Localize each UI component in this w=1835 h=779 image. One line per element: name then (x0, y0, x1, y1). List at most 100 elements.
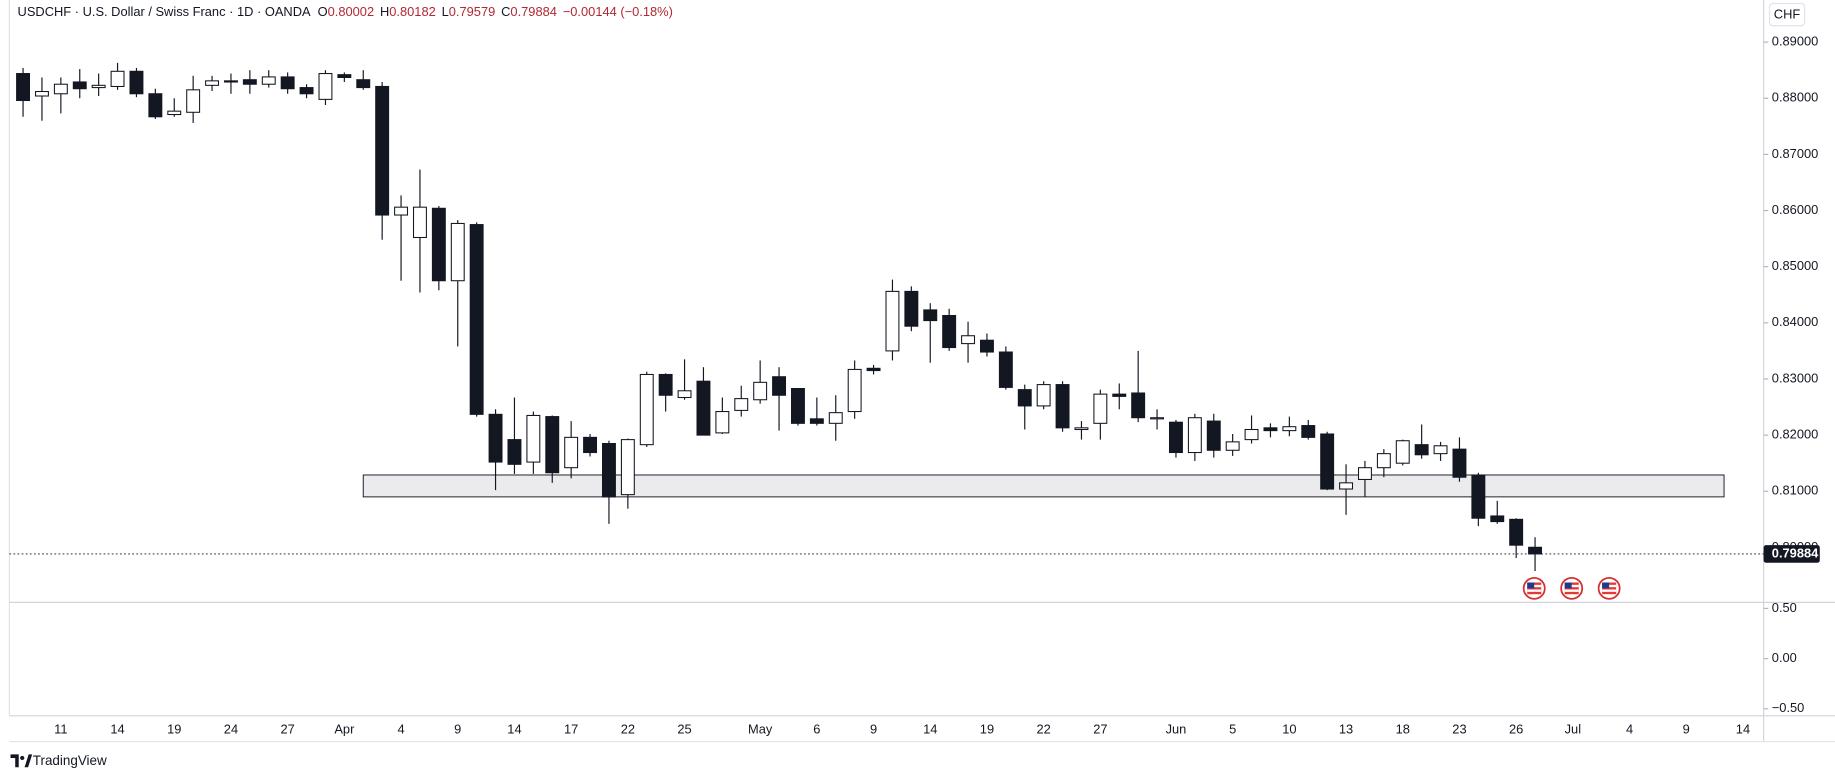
x-tick-label: 26 (1509, 721, 1523, 736)
candle-body (299, 87, 314, 95)
currency-box[interactable] (1768, 2, 1806, 27)
x-tick-label: 4 (397, 721, 404, 736)
last-price-tag (1763, 545, 1820, 563)
candle-body (110, 70, 125, 87)
candle-body (1414, 444, 1429, 456)
ohlc-value: 0.79579 (449, 4, 495, 19)
x-tick-label: Jun (1166, 721, 1187, 736)
candle-body (1074, 427, 1089, 431)
grid-layer: 0.800000.810000.820000.830000.840000.850… (54, 34, 1818, 737)
x-tick-label: 14 (923, 721, 937, 736)
candle-body (34, 90, 49, 97)
change-value: −0.00144 (−0.18%) (563, 4, 673, 19)
lower-tick-label: 0.50 (1772, 600, 1797, 615)
candle-layer: 0.79884 (9, 62, 1820, 572)
x-tick-label: Apr (334, 721, 355, 736)
candle-body (507, 439, 522, 465)
y-tick-label: 0.89000 (1772, 34, 1818, 49)
event-flag[interactable] (1560, 576, 1584, 600)
candle-body (715, 411, 730, 434)
x-tick-label: 22 (621, 721, 635, 736)
lower-tick-label: 0.00 (1772, 650, 1797, 665)
y-tick-label: 0.84000 (1772, 314, 1818, 329)
x-tick-label: 9 (454, 721, 461, 736)
candle-body (961, 335, 976, 345)
candle-body (1301, 425, 1316, 438)
ohlc-key: C (501, 4, 510, 19)
candle-body (809, 418, 824, 424)
candle-body (696, 380, 711, 436)
x-tick-label: 23 (1452, 721, 1466, 736)
candle-body (53, 83, 68, 95)
x-tick-label: 27 (1093, 721, 1107, 736)
candle-body (1376, 453, 1391, 469)
candle-body (1320, 433, 1335, 490)
x-tick-label: 5 (1229, 721, 1236, 736)
candle-body (488, 413, 503, 463)
candle-body (318, 73, 333, 100)
candle-body (1509, 518, 1524, 546)
candle-body (356, 79, 371, 89)
brand-logo (10, 754, 33, 768)
candle-body (1263, 427, 1278, 432)
x-tick-label: 14 (110, 721, 124, 736)
candle-body (1112, 393, 1127, 397)
candle-body (1187, 417, 1202, 454)
candle-body (1490, 515, 1505, 523)
x-tick-label: 17 (564, 721, 578, 736)
x-tick-label: 19 (980, 721, 994, 736)
candle-body (998, 351, 1013, 388)
candle-body (1168, 421, 1183, 454)
event-flags[interactable] (1522, 576, 1621, 600)
candle-body (526, 414, 541, 463)
candle-body (186, 89, 201, 113)
candle-body (431, 207, 446, 282)
candle-body (167, 110, 182, 116)
currency-label[interactable]: CHF (1774, 7, 1801, 22)
x-tick-label: 14 (507, 721, 521, 736)
x-tick-label: 6 (813, 721, 820, 736)
x-tick-label: Jul (1565, 721, 1581, 736)
y-tick-label: 0.83000 (1772, 370, 1818, 385)
ohlc-key: H (380, 4, 389, 19)
candle-body (148, 93, 163, 118)
candle-body (1357, 467, 1372, 480)
event-flag[interactable] (1597, 576, 1621, 600)
candle-body (1017, 389, 1032, 407)
candle-body (1225, 441, 1240, 451)
support-zone[interactable] (362, 474, 1725, 498)
y-tick-label: 0.88000 (1772, 90, 1818, 105)
candle-body (1452, 448, 1467, 478)
ohlc-key: O (318, 4, 328, 19)
x-tick-label: 4 (1626, 721, 1633, 736)
candle-body (734, 398, 749, 411)
x-tick-label: May (748, 721, 773, 736)
y-tick-label: 0.82000 (1772, 427, 1818, 442)
x-tick-label: 10 (1282, 721, 1296, 736)
candle-body (923, 309, 938, 322)
candle-body (1395, 440, 1410, 464)
candle-body (979, 339, 994, 353)
candle-body (469, 224, 484, 415)
y-tick-label: 0.81000 (1772, 483, 1818, 498)
ohlc-value: 0.80182 (389, 4, 435, 19)
candle-body (545, 416, 560, 474)
candle-body (223, 80, 238, 83)
event-flag[interactable] (1522, 576, 1546, 600)
candle-body (942, 315, 957, 349)
candle-body (658, 373, 673, 396)
candle-body (866, 367, 881, 372)
x-tick-label: 11 (54, 721, 67, 736)
candle-body (885, 290, 900, 352)
y-tick-label: 0.87000 (1772, 146, 1818, 161)
chart-header: USDCHF · U.S. Dollar / Swiss Franc · 1D … (18, 4, 673, 19)
x-tick-label: 14 (1736, 721, 1750, 736)
candle-body (790, 387, 805, 424)
x-tick-label: 19 (167, 721, 181, 736)
x-tick-label: 22 (1036, 721, 1050, 736)
last-price-label: 0.79884 (1772, 545, 1819, 560)
candle-body (412, 206, 427, 239)
